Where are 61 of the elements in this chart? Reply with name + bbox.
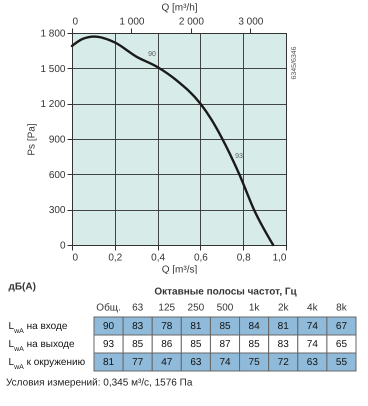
data-label: 74	[306, 321, 318, 332]
y-tick-label: 1 500	[40, 64, 66, 75]
x-tick-label: 0,2	[108, 252, 123, 264]
data-label: 83	[132, 321, 144, 332]
data-label: 83	[278, 339, 290, 350]
data-label: 78	[161, 321, 173, 332]
x-axis-title: Октавные полосы частот, Гц	[154, 286, 298, 298]
y-tick-label: 0	[60, 240, 66, 252]
x-tick-label: 8k	[336, 302, 348, 314]
x-tick-label: 0,8	[236, 252, 252, 264]
data-label: 85	[132, 339, 144, 350]
data-label: 81	[278, 321, 290, 332]
x2-axis-title: Q [m³/h]	[161, 2, 198, 14]
x-tick-label: 4k	[307, 302, 319, 314]
data-label: 74	[219, 357, 231, 368]
x-tick-label: 125	[158, 302, 176, 314]
y-axis-title: Ps [Pa]	[26, 123, 38, 156]
y-tick-label: 1 800	[40, 28, 66, 40]
x-tick-label: 250	[188, 302, 205, 314]
x-tick-label: 0,4	[151, 252, 166, 264]
x2-tick-label: 3 000	[238, 16, 264, 28]
x-tick-label: Общ.	[96, 302, 121, 314]
data-label: 85	[190, 339, 202, 350]
x-tick-label: 0,6	[194, 252, 208, 264]
x-tick-label: 1,0	[272, 252, 287, 264]
data-label: 81	[102, 357, 115, 368]
y-tick-label: L$_{wA}$ на выходе	[8, 339, 75, 352]
y-tick-label: 1 200	[40, 99, 66, 110]
data-label: 63	[306, 357, 318, 368]
y-tick-label: L$_{wA}$ к окружению	[8, 357, 86, 370]
data-label: 74	[306, 339, 318, 350]
data-label: 72	[278, 357, 290, 368]
y-tick-label: 300	[48, 205, 66, 216]
x-tick-label: 2k	[278, 302, 290, 314]
y-tick-label: 900	[48, 134, 66, 146]
data-label: 86	[161, 339, 173, 350]
data-label: 67	[336, 321, 348, 332]
data-label: 47	[161, 357, 173, 368]
data-label: 84	[248, 321, 260, 332]
x-tick-label: 1k	[248, 302, 260, 314]
y-tick-label: L$_{wA}$ на входе	[8, 321, 68, 334]
data-label: 81	[190, 321, 202, 332]
data-label: 77	[132, 357, 144, 368]
text: Условия измерений: 0,345 м³/с, 1576 Па	[6, 378, 193, 388]
data-label: 85	[248, 339, 260, 350]
x-tick-label: 0	[72, 252, 78, 264]
data-label: 93	[102, 339, 115, 350]
x-tick-label: 63	[132, 302, 144, 314]
data-label: 63	[190, 357, 202, 368]
data-label: 65	[336, 339, 348, 350]
x2-tick-label: 1 000	[119, 16, 145, 28]
y-tick-label: 600	[48, 170, 66, 181]
data-label: 87	[219, 339, 231, 350]
data-label: 55	[336, 357, 348, 368]
data-label: 85	[219, 321, 231, 332]
x-tick-label: 500	[216, 302, 234, 314]
y-axis-title: дБ(A)	[8, 282, 36, 292]
data-label: 75	[248, 357, 260, 368]
data-label: 90	[102, 321, 115, 332]
x2-tick-label: 2 000	[178, 16, 204, 28]
x2-tick-label: 0	[72, 16, 78, 28]
